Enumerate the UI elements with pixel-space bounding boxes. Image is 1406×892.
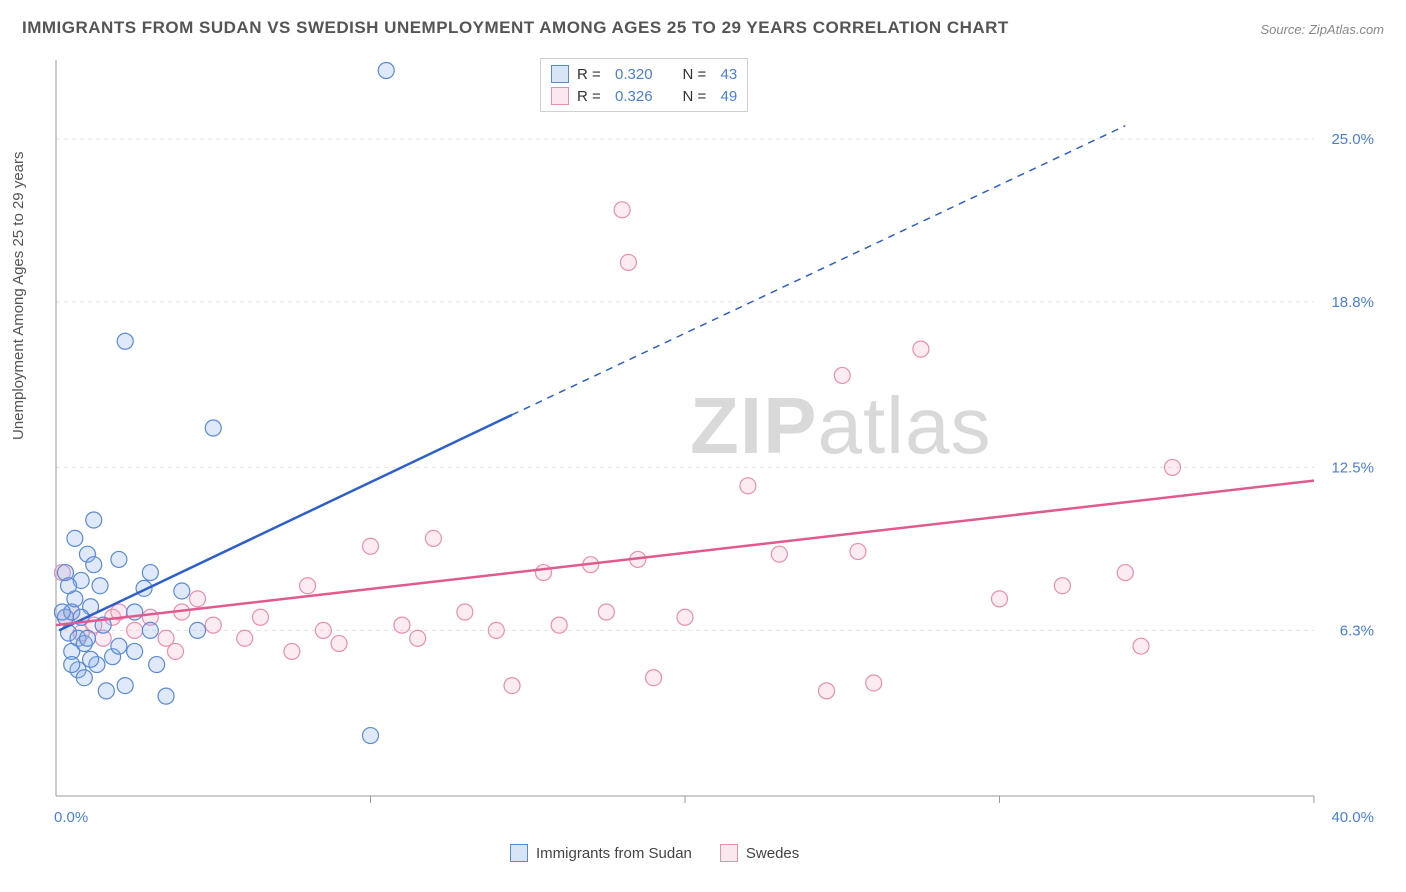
trend-line-swedes: [56, 481, 1314, 626]
series-legend: Immigrants from Sudan Swedes: [510, 844, 799, 862]
scatter-point-sudan: [111, 638, 127, 654]
scatter-point-sudan: [190, 622, 206, 638]
scatter-point-sudan: [86, 557, 102, 573]
scatter-point-swedes: [1054, 578, 1070, 594]
scatter-point-sudan: [98, 683, 114, 699]
scatter-point-swedes: [168, 643, 184, 659]
scatter-point-swedes: [535, 565, 551, 581]
scatter-point-sudan: [117, 333, 133, 349]
scatter-point-swedes: [1117, 565, 1133, 581]
legend-n-label: N =: [683, 88, 713, 105]
legend-n-value-sudan: 43: [721, 66, 738, 83]
source-attribution: Source: ZipAtlas.com: [1260, 22, 1384, 37]
scatter-point-swedes: [363, 538, 379, 554]
scatter-point-swedes: [488, 622, 504, 638]
scatter-point-swedes: [551, 617, 567, 633]
x-max-label: 40.0%: [1331, 809, 1374, 826]
trend-line-dash-sudan: [512, 126, 1125, 415]
scatter-point-swedes: [315, 622, 331, 638]
legend-swatch-sudan: [551, 65, 569, 83]
legend-r-value-sudan: 0.320: [615, 66, 653, 83]
legend-label-swedes: Swedes: [746, 845, 799, 862]
scatter-plot: 6.3% 12.5% 18.8% 25.0% 0.0% 40.0%: [54, 56, 1384, 836]
scatter-point-swedes: [127, 622, 143, 638]
scatter-point-sudan: [149, 657, 165, 673]
legend-row-sudan: R = 0.320 N = 43: [551, 63, 737, 85]
legend-label-sudan: Immigrants from Sudan: [536, 845, 692, 862]
scatter-point-swedes: [190, 591, 206, 607]
legend-r-value-swedes: 0.326: [615, 88, 653, 105]
y-tick-label: 25.0%: [1331, 131, 1374, 148]
scatter-point-sudan: [205, 420, 221, 436]
scatter-point-sudan: [57, 565, 73, 581]
scatter-point-swedes: [598, 604, 614, 620]
scatter-point-swedes: [614, 202, 630, 218]
y-tick-label: 6.3%: [1340, 622, 1374, 639]
scatter-point-sudan: [111, 551, 127, 567]
plot-svg: 6.3% 12.5% 18.8% 25.0% 0.0% 40.0%: [54, 56, 1384, 836]
scatter-point-swedes: [913, 341, 929, 357]
scatter-point-swedes: [819, 683, 835, 699]
scatter-point-sudan: [64, 657, 80, 673]
scatter-point-swedes: [834, 367, 850, 383]
x-min-label: 0.0%: [54, 809, 88, 826]
legend-n-label: N =: [683, 66, 713, 83]
legend-item-sudan: Immigrants from Sudan: [510, 844, 692, 862]
legend-row-swedes: R = 0.326 N = 49: [551, 85, 737, 107]
scatter-point-swedes: [252, 609, 268, 625]
scatter-point-swedes: [394, 617, 410, 633]
scatter-point-sudan: [363, 728, 379, 744]
scatter-point-sudan: [142, 622, 158, 638]
scatter-point-swedes: [504, 678, 520, 694]
legend-n-value-swedes: 49: [721, 88, 738, 105]
scatter-point-swedes: [866, 675, 882, 691]
y-tick-label: 18.8%: [1331, 294, 1374, 311]
scatter-point-swedes: [677, 609, 693, 625]
scatter-point-swedes: [646, 670, 662, 686]
legend-swatch-swedes: [551, 87, 569, 105]
scatter-point-swedes: [771, 546, 787, 562]
legend-item-swedes: Swedes: [720, 844, 799, 862]
legend-swatch-sudan: [510, 844, 528, 862]
scatter-point-swedes: [410, 630, 426, 646]
scatter-point-sudan: [79, 630, 95, 646]
scatter-point-swedes: [457, 604, 473, 620]
scatter-point-sudan: [158, 688, 174, 704]
scatter-point-swedes: [300, 578, 316, 594]
scatter-point-swedes: [992, 591, 1008, 607]
scatter-point-swedes: [237, 630, 253, 646]
scatter-point-swedes: [284, 643, 300, 659]
scatter-point-sudan: [86, 512, 102, 528]
legend-swatch-swedes: [720, 844, 738, 862]
scatter-point-swedes: [620, 254, 636, 270]
y-tick-label: 12.5%: [1331, 459, 1374, 476]
scatter-point-sudan: [127, 643, 143, 659]
scatter-point-swedes: [1164, 459, 1180, 475]
legend-r-label: R =: [577, 88, 607, 105]
legend-r-label: R =: [577, 66, 607, 83]
scatter-point-sudan: [174, 583, 190, 599]
chart-title: IMMIGRANTS FROM SUDAN VS SWEDISH UNEMPLO…: [22, 18, 1009, 38]
scatter-point-sudan: [92, 578, 108, 594]
scatter-point-swedes: [205, 617, 221, 633]
scatter-point-swedes: [850, 544, 866, 560]
scatter-point-swedes: [740, 478, 756, 494]
scatter-point-sudan: [67, 530, 83, 546]
scatter-point-sudan: [54, 604, 70, 620]
scatter-point-sudan: [117, 678, 133, 694]
scatter-point-sudan: [142, 565, 158, 581]
scatter-point-sudan: [83, 651, 99, 667]
scatter-point-sudan: [76, 670, 92, 686]
scatter-point-swedes: [425, 530, 441, 546]
correlation-legend: R = 0.320 N = 43 R = 0.326 N = 49: [540, 58, 748, 112]
scatter-point-swedes: [1133, 638, 1149, 654]
y-axis-label: Unemployment Among Ages 25 to 29 years: [10, 151, 27, 440]
scatter-point-sudan: [378, 63, 394, 79]
scatter-point-swedes: [331, 636, 347, 652]
